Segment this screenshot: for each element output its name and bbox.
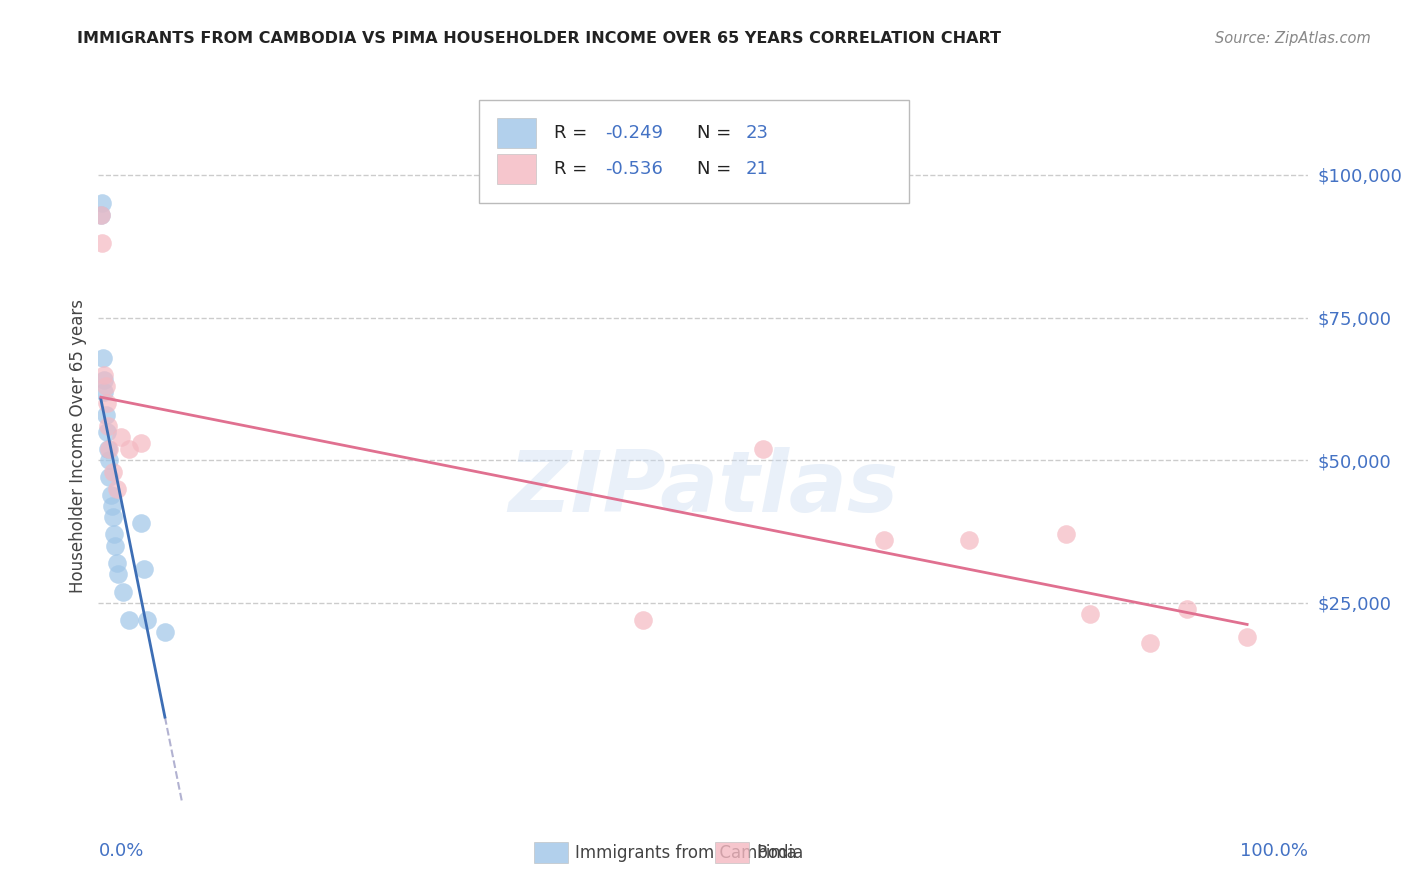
Point [100,499,122,513]
Point [93,384,115,399]
Point [110,430,132,444]
Point [957,533,980,548]
Text: Pima: Pima [756,844,797,862]
Point [1078,607,1101,622]
Point [94,408,117,422]
Point [96,425,118,439]
Point [631,613,654,627]
Point [752,442,775,456]
FancyBboxPatch shape [498,154,536,184]
Point [107,567,129,582]
Text: Immigrants from Cambodia: Immigrants from Cambodia [575,844,803,862]
Text: N =: N = [697,161,737,178]
Point [135,613,157,627]
Point [90,208,112,222]
Point [101,465,124,479]
Point [129,436,152,450]
Text: 100.0%: 100.0% [1240,842,1308,860]
Point [129,516,152,530]
Point [93,373,115,387]
FancyBboxPatch shape [479,100,908,203]
Text: N =: N = [697,125,737,143]
Point [91,196,114,211]
Text: -0.536: -0.536 [605,161,664,178]
Point [104,539,127,553]
Point [111,584,134,599]
Y-axis label: Householder Income Over 65 years: Householder Income Over 65 years [69,299,87,593]
Point [91,351,114,365]
Point [1236,630,1258,644]
Point [105,556,128,570]
Text: IMMIGRANTS FROM CAMBODIA VS PIMA HOUSEHOLDER INCOME OVER 65 YEARS CORRELATION CH: IMMIGRANTS FROM CAMBODIA VS PIMA HOUSEHO… [77,31,1001,46]
Point [98,442,121,456]
Point [101,510,124,524]
Point [118,613,141,627]
FancyBboxPatch shape [534,842,568,863]
Point [98,453,121,467]
Point [103,527,125,541]
Text: 21: 21 [745,161,768,178]
FancyBboxPatch shape [498,119,536,148]
Point [93,368,115,382]
Point [91,236,114,251]
Point [134,562,156,576]
Point [94,379,117,393]
Text: Source: ZipAtlas.com: Source: ZipAtlas.com [1215,31,1371,46]
Point [105,482,128,496]
Point [97,442,120,456]
Point [1175,601,1198,615]
Text: R =: R = [554,125,593,143]
Point [96,396,118,410]
Text: ZIPatlas: ZIPatlas [508,447,898,531]
Point [98,470,121,484]
FancyBboxPatch shape [716,842,749,863]
Point [153,624,176,639]
Point [1139,636,1161,650]
Text: 0.0%: 0.0% [98,842,143,860]
Point [873,533,896,548]
Point [97,419,120,434]
Point [90,208,112,222]
Point [100,487,122,501]
Point [118,442,141,456]
Text: -0.249: -0.249 [605,125,664,143]
Point [1054,527,1077,541]
Text: R =: R = [554,161,593,178]
Text: 23: 23 [745,125,768,143]
